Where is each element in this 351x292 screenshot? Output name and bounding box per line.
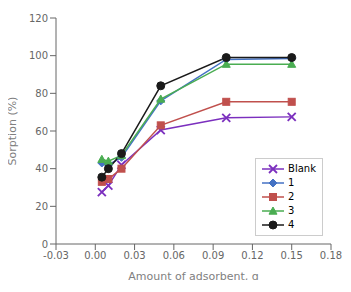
html-text:1: 1 [288, 177, 295, 188]
html-text:3: 3 [288, 205, 295, 216]
svg-text:20: 20 [35, 201, 48, 212]
svg-text:0: 0 [42, 239, 48, 250]
svg-text:Sorption (%): Sorption (%) [8, 97, 19, 166]
html-text:Blank: Blank [288, 163, 316, 174]
svg-text:0.12: 0.12 [241, 250, 263, 261]
svg-text:0.03: 0.03 [123, 250, 145, 261]
svg-text:40: 40 [35, 163, 48, 174]
svg-text:60: 60 [35, 126, 48, 137]
svg-text:0.00: 0.00 [84, 250, 106, 261]
svg-text:100: 100 [29, 50, 48, 61]
svg-text:0.06: 0.06 [163, 250, 185, 261]
svg-text:-0.03: -0.03 [43, 250, 69, 261]
svg-text:0.15: 0.15 [281, 250, 303, 261]
html-text:2: 2 [288, 191, 295, 202]
svg-text:0.18: 0.18 [320, 250, 342, 261]
svg-text:80: 80 [35, 88, 48, 99]
svg-text:Amount of adsorbent, g: Amount of adsorbent, g [128, 270, 259, 280]
svg-text:0.09: 0.09 [202, 250, 224, 261]
svg-text:120: 120 [29, 13, 48, 24]
html-text:4: 4 [288, 219, 295, 230]
